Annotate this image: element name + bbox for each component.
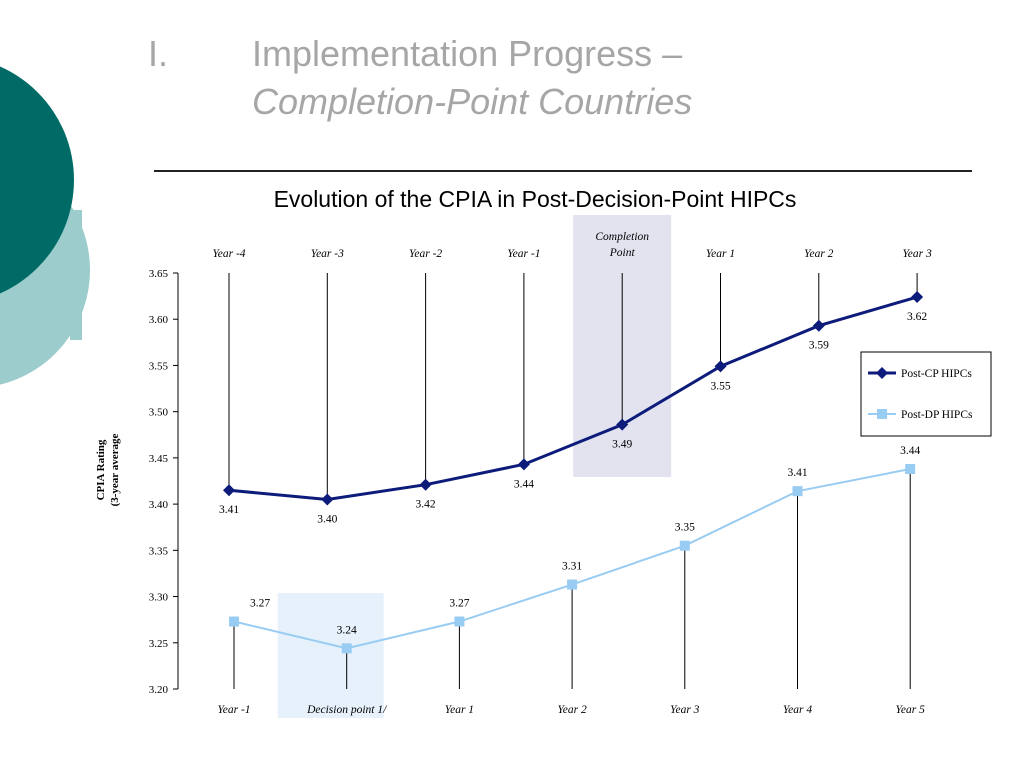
post-cp-value-label: 3.59 [809,340,829,352]
slide-subtitle: Completion-Point Countries [252,81,693,122]
post-cp-series-line [228,295,918,501]
post-dp-point [567,579,578,590]
post-cp-point [517,458,530,471]
bottom-category-label: Year -1 [217,704,250,716]
y-tick-label: 3.35 [149,545,169,557]
top-category-label: Year 3 [902,248,932,260]
post-dp-point [905,463,916,474]
top-category-label: Year -3 [311,248,344,260]
top-category-label: Year -2 [409,248,442,260]
title-divider [154,170,972,172]
top-category-label: Year 2 [804,248,834,260]
top-category-label: Year 1 [706,248,735,260]
y-tick-label: 3.20 [149,684,169,696]
light-teal-tab [70,210,82,340]
post-cp-value-label: 3.44 [514,478,534,490]
post-dp-value-label: 3.24 [337,624,357,636]
legend-dp-marker [877,409,887,419]
y-tick-label: 3.30 [149,592,169,604]
post-cp-point [321,493,334,506]
post-cp-point [714,360,727,373]
y-tick-label: 3.65 [149,268,169,280]
slide-title: Implementation Progress – [252,33,683,74]
y-tick-label: 3.50 [149,407,169,419]
completion-point-label: Point [609,247,636,259]
post-dp-point [341,643,352,654]
y-axis-label: (3-year average [109,433,121,506]
post-dp-value-label: 3.41 [787,467,807,479]
decision-point-band [277,593,384,718]
post-cp-value-label: 3.42 [416,499,436,511]
decorative-circles [0,66,90,385]
top-category-label: Year -1 [507,248,540,260]
post-cp-point [812,319,825,332]
bottom-category-label: Decision point 1/ [306,704,388,716]
post-dp-point [792,486,803,497]
bottom-category-label: Year 3 [670,704,700,716]
post-cp-point [419,478,432,491]
post-dp-value-label: 3.44 [900,445,920,457]
post-cp-point [911,291,924,304]
post-cp-point [616,418,629,431]
post-dp-value-label: 3.35 [675,522,695,534]
post-cp-value-label: 3.62 [907,311,927,323]
title-number: I. [148,33,169,74]
y-tick-label: 3.55 [149,360,169,372]
post-dp-point [454,616,465,627]
completion-point-label: Completion [595,231,649,243]
post-cp-point [223,484,235,497]
y-tick-label: 3.60 [149,314,169,326]
legend-box [860,351,992,437]
y-tick-label: 3.40 [149,499,169,511]
legend-cp-label: Post-CP HIPCs [901,368,972,380]
post-cp-value-label: 3.41 [219,504,239,516]
y-tick-label: 3.45 [149,453,169,465]
post-dp-value-label: 3.27 [250,598,270,610]
post-cp-value-label: 3.49 [612,439,632,451]
dark-teal-circle [0,66,74,294]
top-category-label: Year -4 [212,248,245,260]
bottom-category-label: Year 5 [896,704,926,716]
y-tick-label: 3.25 [149,638,169,650]
legend-dp-label: Post-DP HIPCs [901,409,973,421]
bottom-category-label: Year 2 [557,704,587,716]
bottom-category-label: Year 1 [445,704,474,716]
post-dp-point [679,540,690,551]
post-dp-value-label: 3.31 [562,561,582,573]
post-dp-value-label: 3.27 [449,598,469,610]
post-cp-value-label: 3.55 [710,380,730,392]
post-cp-value-label: 3.40 [317,513,337,525]
legend-cp-marker [876,367,888,379]
y-axis-label: CPIA Rating [95,439,107,500]
chart-title: Evolution of the CPIA in Post-Decision-P… [273,186,797,212]
bottom-category-label: Year 4 [783,704,813,716]
post-dp-point [229,616,239,627]
